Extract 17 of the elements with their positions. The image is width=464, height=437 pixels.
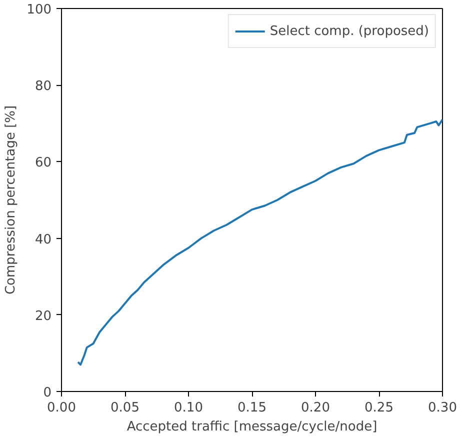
x-axis-title: Accepted traffic [message/cycle/node]	[126, 420, 378, 434]
x-tick-label: 0.30	[428, 400, 457, 416]
y-tick-label: 0	[43, 386, 52, 400]
y-tick-label: 60	[34, 156, 52, 171]
x-tick-label: 0.20	[301, 400, 330, 416]
x-tick-label: 0.00	[47, 400, 76, 416]
y-tick-label: 100	[26, 2, 52, 18]
x-tick-label: 0.15	[238, 400, 266, 416]
y-tick-label: 40	[34, 232, 52, 248]
line-series	[77, 118, 442, 366]
x-tick-label: 0.05	[110, 400, 140, 416]
y-tick-label: 80	[34, 79, 52, 94]
x-tick-label: 0.10	[174, 400, 203, 416]
x-tick-label: 0.25	[364, 400, 394, 416]
y-tick-label: 20	[34, 308, 52, 324]
legend-label: Select comp. (proposed)	[270, 24, 429, 38]
y-axis-title: Compression percentage [%]	[4, 105, 19, 295]
